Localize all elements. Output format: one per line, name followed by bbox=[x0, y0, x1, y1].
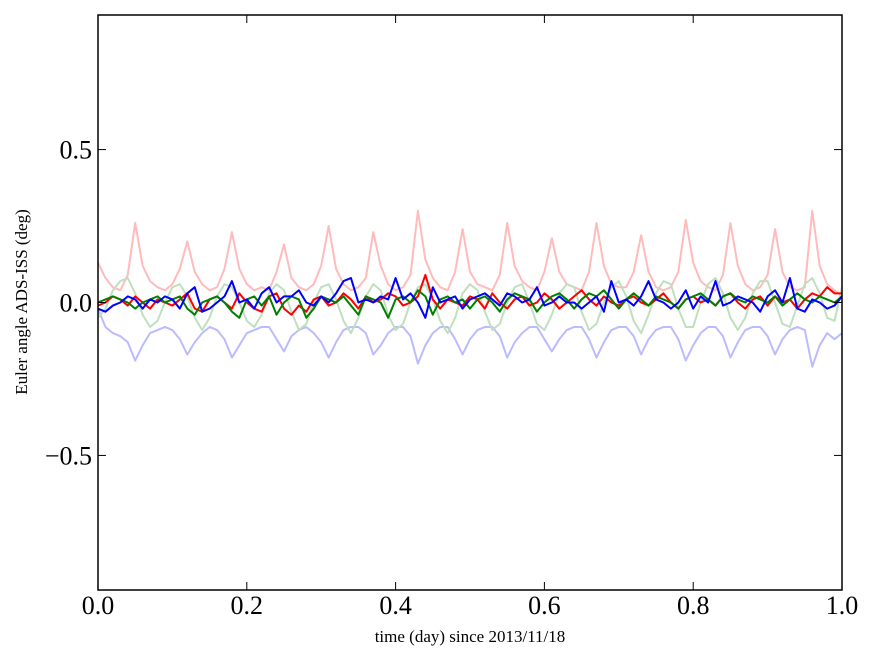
series-line bbox=[98, 277, 842, 319]
x-tick-label: 0.6 bbox=[528, 591, 561, 620]
x-tick-label: 0.0 bbox=[82, 591, 115, 620]
y-tick-label: 0.5 bbox=[60, 136, 93, 165]
x-axis-label: time (day) since 2013/11/18 bbox=[375, 627, 566, 646]
series-line bbox=[98, 289, 842, 319]
y-axis-label: Euler angle ADS-ISS (deg) bbox=[12, 209, 31, 395]
y-tick-label: 0.0 bbox=[60, 289, 93, 318]
y-tick-label: −0.5 bbox=[45, 441, 92, 470]
series-line bbox=[98, 308, 842, 368]
x-tick-label: 0.2 bbox=[231, 591, 264, 620]
series-line bbox=[98, 277, 842, 335]
x-tick-label: 0.4 bbox=[379, 591, 412, 620]
x-tick-label: 0.8 bbox=[677, 591, 710, 620]
plot-frame bbox=[97, 14, 843, 591]
x-tick-label: 1.0 bbox=[826, 591, 859, 620]
